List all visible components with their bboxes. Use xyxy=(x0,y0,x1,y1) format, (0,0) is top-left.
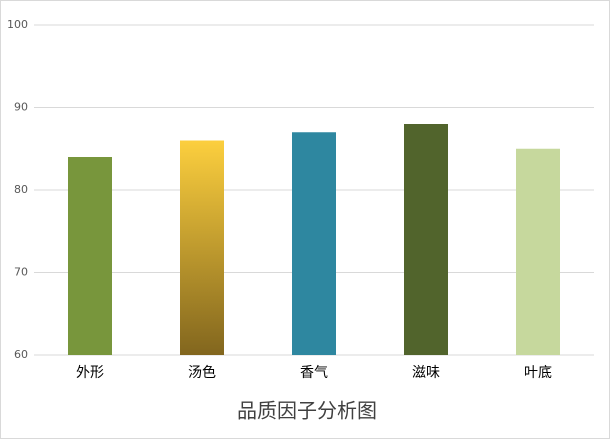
x-tick-label: 外形 xyxy=(76,365,104,381)
y-tick-label: 90 xyxy=(14,101,28,114)
x-tick-label: 滋味 xyxy=(412,365,440,381)
y-tick-label: 80 xyxy=(14,183,28,196)
bar xyxy=(516,148,560,355)
y-tick-label: 60 xyxy=(14,348,28,361)
bar xyxy=(404,124,448,355)
x-tick-label: 叶底 xyxy=(524,365,552,381)
y-tick-label: 100 xyxy=(7,18,28,31)
x-tick-label: 香气 xyxy=(300,365,328,381)
y-tick-label: 70 xyxy=(14,266,28,279)
bar xyxy=(68,157,112,355)
bar xyxy=(292,132,336,355)
chart-title: 品质因子分析图 xyxy=(237,399,377,423)
x-tick-label: 汤色 xyxy=(188,364,216,381)
bar xyxy=(180,140,224,355)
